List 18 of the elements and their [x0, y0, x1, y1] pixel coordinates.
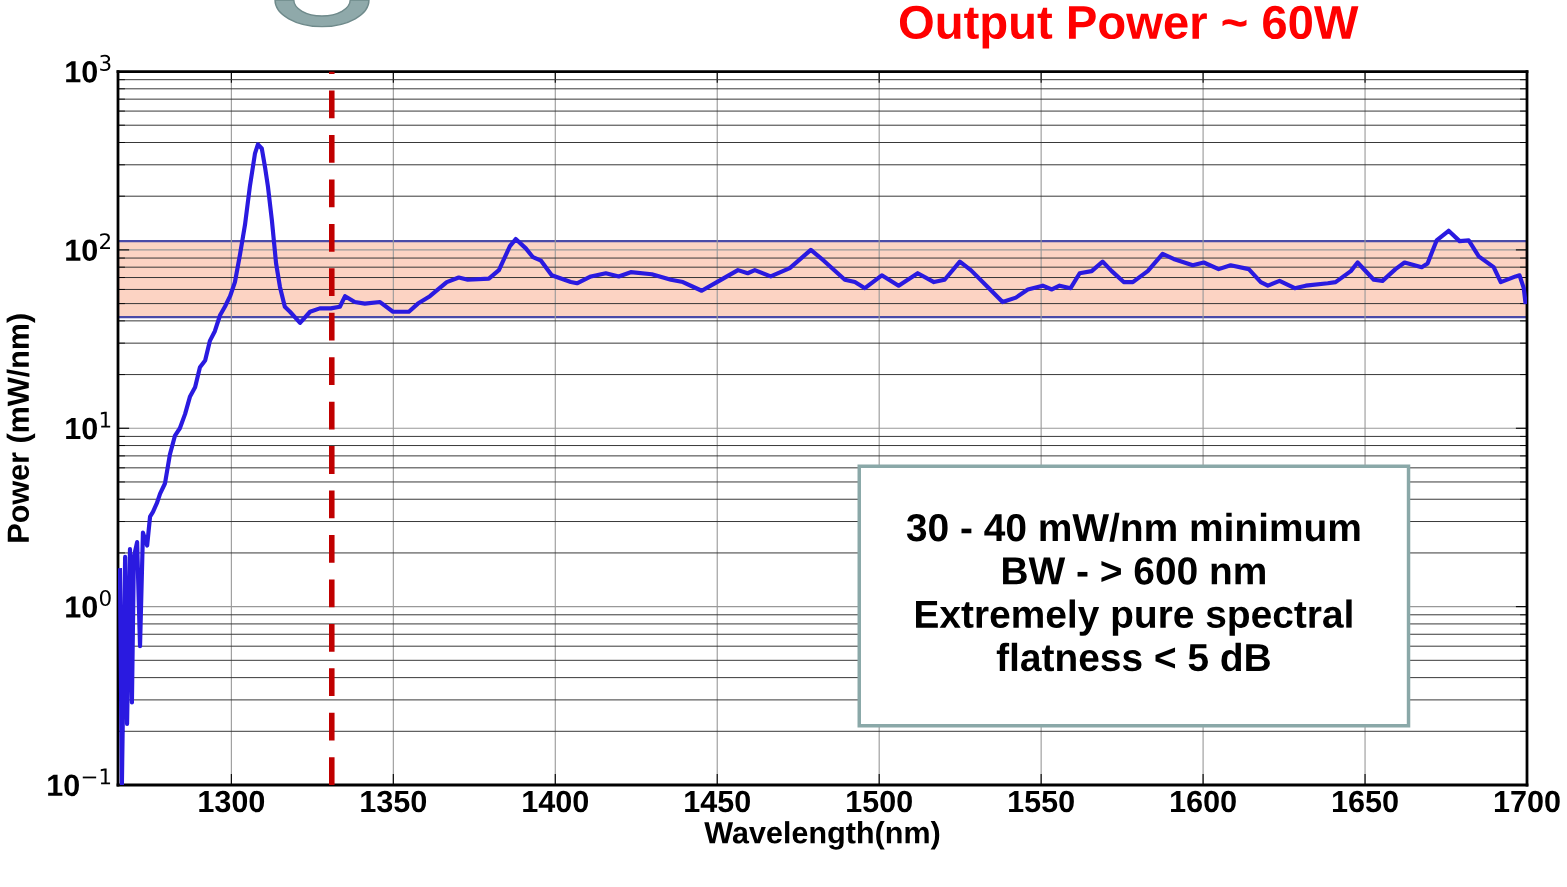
y-tick-label: 10$^{0}$ [66, 589, 111, 618]
y-tick-label: 10$^{2}$ [66, 233, 110, 262]
y-tick-label: 10$^{3}$ [66, 54, 111, 83]
y-tick-label: 10$^{−1}$ [48, 768, 111, 797]
annotation: 30 - 40 mW/nm minimum BW - > 600 nm Extremely pure spectral flatness < 5 dB [906, 512, 1360, 672]
chart-title: Output Power ~ 60W [899, 5, 1359, 49]
x-axis-title: Wavelength(nm) [704, 821, 940, 850]
x-tick-label: 1550 [1009, 790, 1074, 813]
x-tick-label: 1300 [199, 790, 265, 813]
x-tick-label: 1400 [523, 790, 589, 813]
x-tick-label: 1650 [1332, 790, 1398, 813]
x-tick-label: 1500 [847, 790, 912, 813]
x-tick-label: 1600 [1171, 790, 1236, 813]
y-axis-title: Power (mW/nm) [6, 314, 36, 542]
x-tick-label: 1700 [1494, 790, 1560, 813]
x-tick-label: 1450 [685, 790, 750, 813]
x-tick-label: 1350 [361, 790, 427, 813]
y-tick-label: 10$^{1}$ [66, 411, 111, 440]
